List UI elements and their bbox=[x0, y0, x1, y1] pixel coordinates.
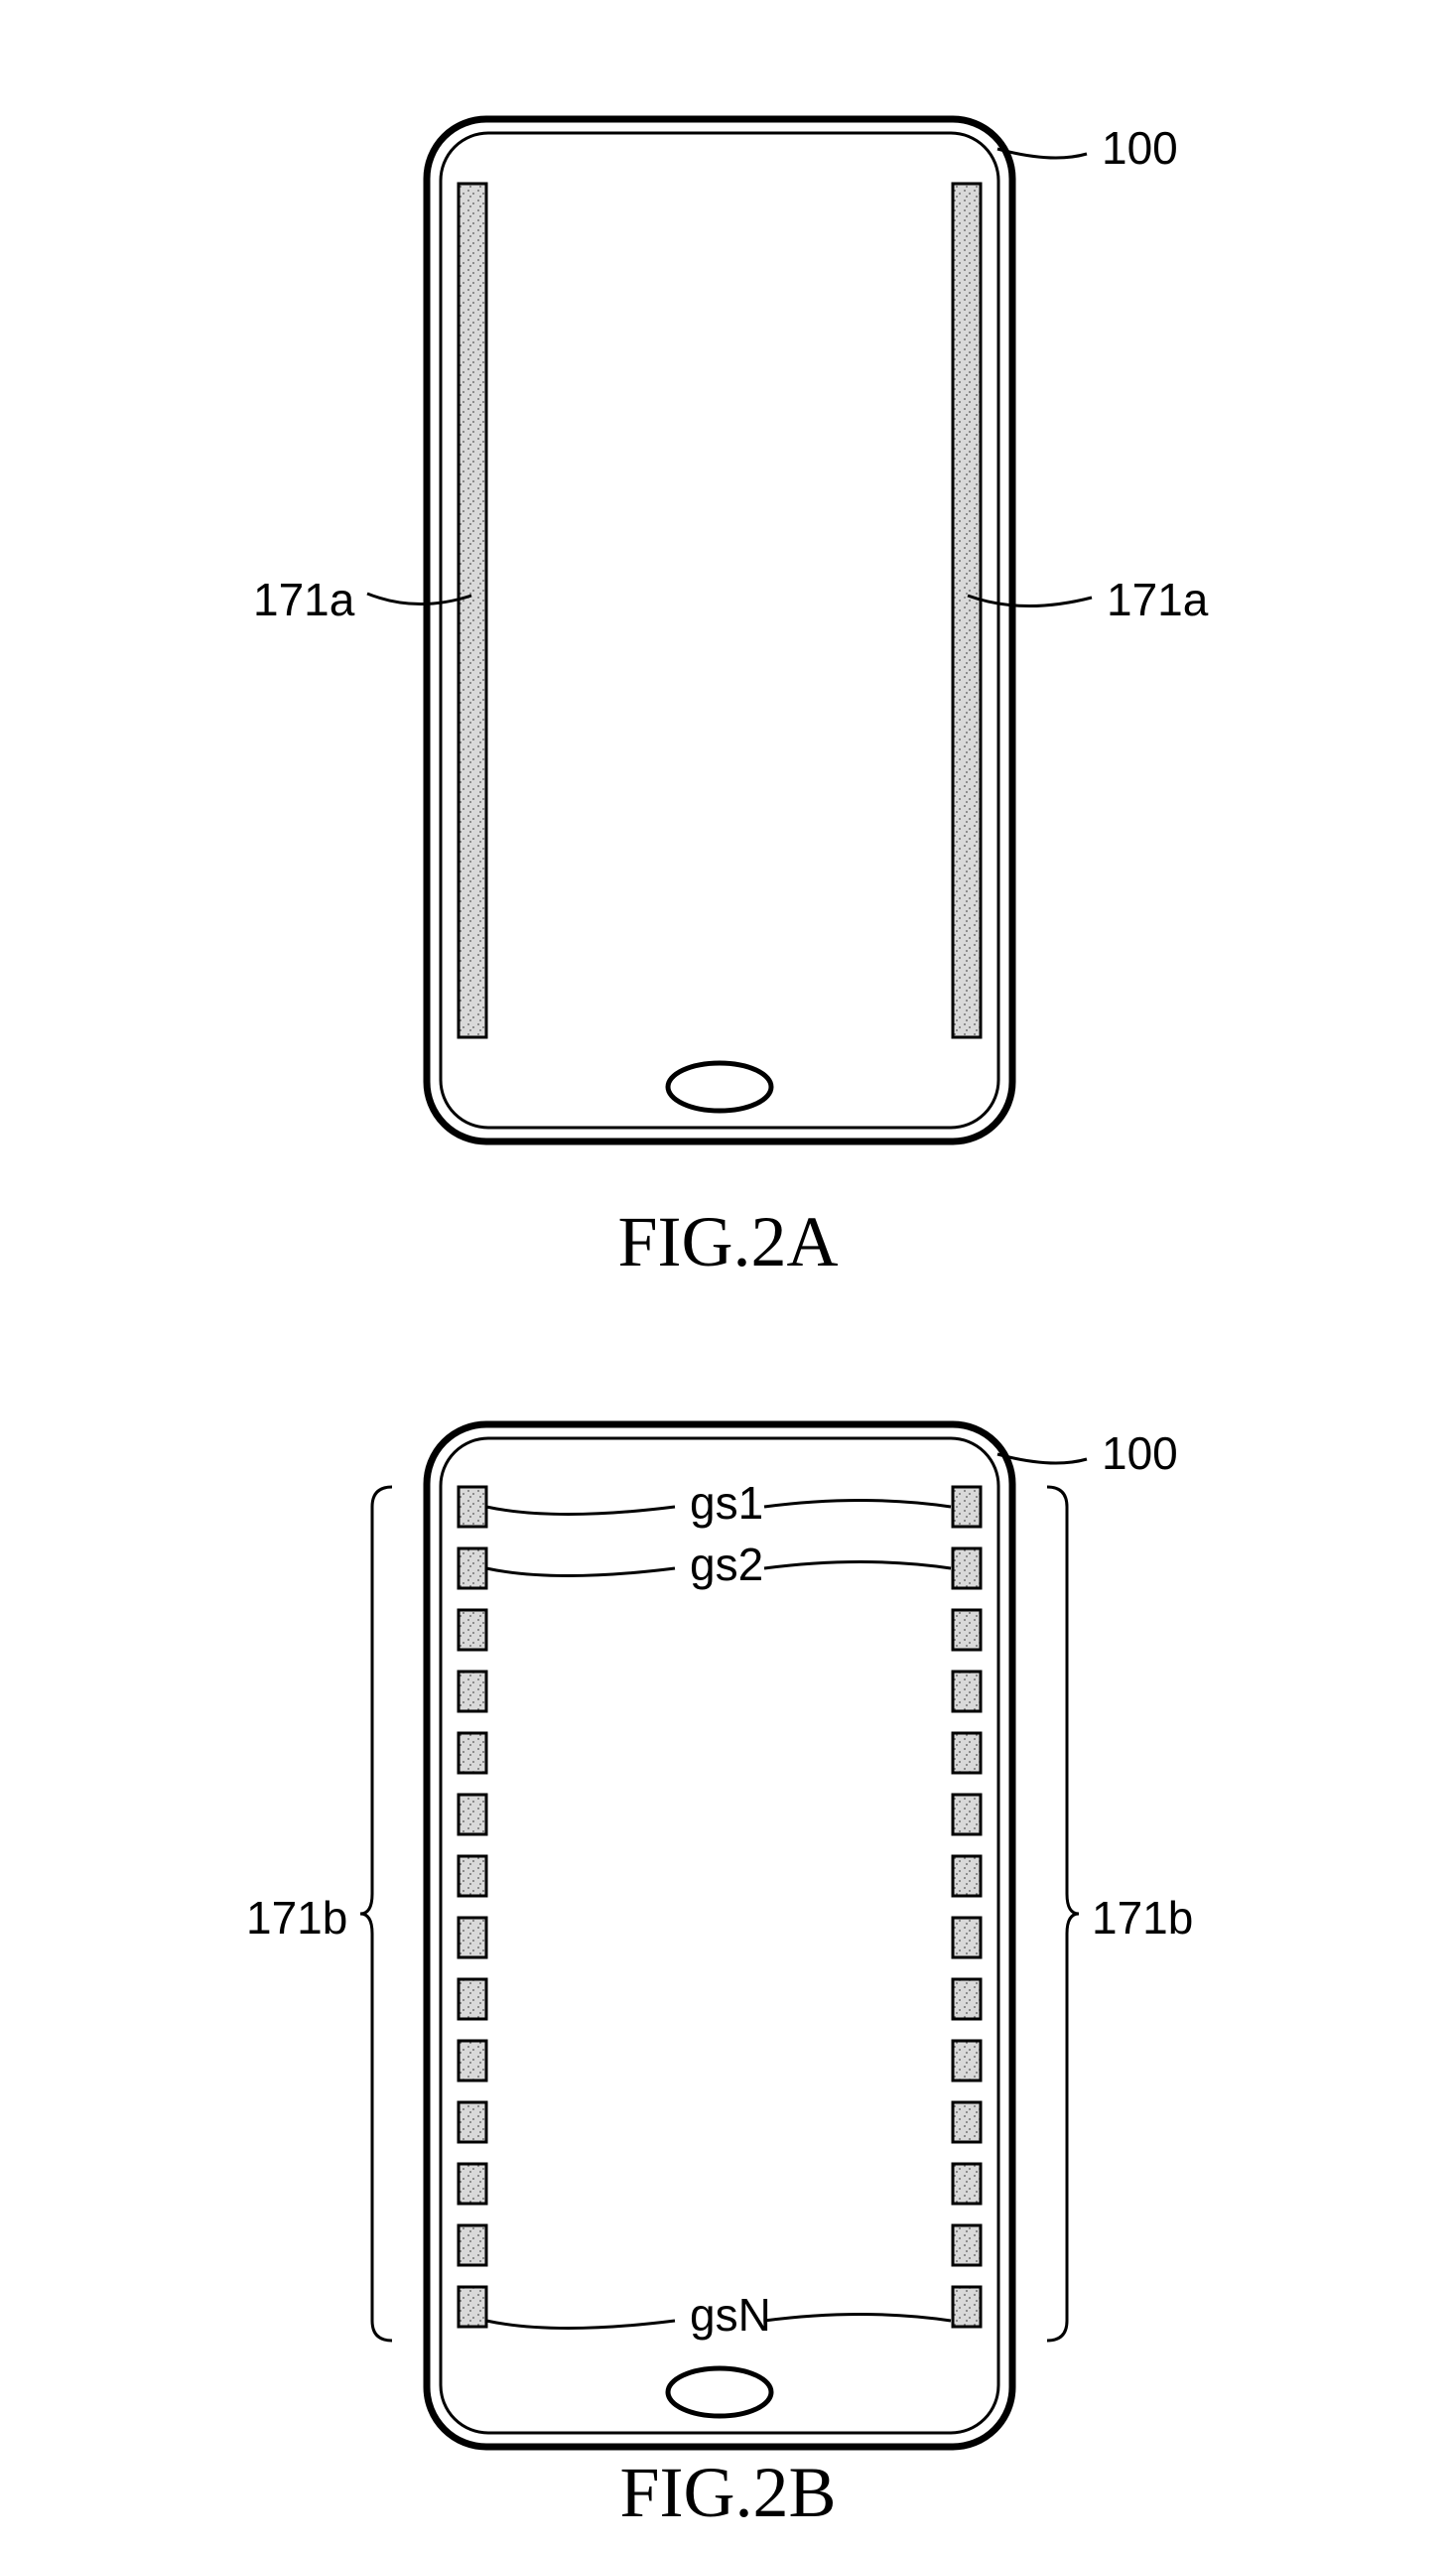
label-171a: 171a bbox=[1107, 574, 1209, 625]
leader-line bbox=[367, 594, 471, 604]
sensor-strip bbox=[459, 1856, 486, 1896]
sensor-strip bbox=[459, 2102, 486, 2142]
caption-fig2a: FIG.2A bbox=[617, 1202, 838, 1281]
sensor-strip bbox=[459, 2225, 486, 2265]
label-171b: 171b bbox=[246, 1892, 347, 1944]
sensor-strip bbox=[459, 1979, 486, 2019]
sensor-strip bbox=[953, 184, 981, 1037]
caption-fig2b: FIG.2B bbox=[619, 2453, 836, 2532]
leader-line bbox=[486, 1568, 675, 1576]
sensor-strip bbox=[953, 2102, 981, 2142]
leader-line bbox=[764, 1501, 951, 1508]
sensor-strip bbox=[953, 2041, 981, 2080]
leader-line bbox=[486, 2321, 675, 2329]
sensor-strip bbox=[459, 1795, 486, 1834]
sensor-strip bbox=[953, 1979, 981, 2019]
brace-left bbox=[360, 1487, 392, 2341]
sensor-strip bbox=[953, 1548, 981, 1588]
label-171a: 171a bbox=[253, 574, 355, 625]
sensor-strip bbox=[953, 2225, 981, 2265]
home-button bbox=[668, 1063, 771, 1111]
sensor-strip bbox=[953, 2164, 981, 2204]
sensor-strip bbox=[459, 2041, 486, 2080]
sensor-strip bbox=[459, 184, 486, 1037]
label-100: 100 bbox=[1102, 122, 1178, 174]
home-button bbox=[668, 2368, 771, 2416]
leader-line bbox=[486, 1507, 675, 1515]
sensor-strip bbox=[459, 2164, 486, 2204]
sensor-strip bbox=[459, 1672, 486, 1711]
sensor-strip bbox=[459, 2287, 486, 2327]
label-gs1: gs1 bbox=[690, 1477, 763, 1529]
brace-right bbox=[1047, 1487, 1079, 2341]
label-171b: 171b bbox=[1092, 1892, 1193, 1944]
label-gsN: gsN bbox=[690, 2289, 771, 2341]
sensor-strip bbox=[459, 1918, 486, 1957]
sensor-strip bbox=[953, 2287, 981, 2327]
sensor-strip bbox=[459, 1610, 486, 1650]
label-100: 100 bbox=[1102, 1427, 1178, 1479]
label-gs2: gs2 bbox=[690, 1539, 763, 1590]
sensor-strip bbox=[953, 1795, 981, 1834]
leader-line bbox=[764, 1562, 951, 1569]
sensor-strip bbox=[459, 1733, 486, 1773]
sensor-strip bbox=[953, 1672, 981, 1711]
sensor-strip bbox=[459, 1487, 486, 1527]
leader-line bbox=[968, 596, 1092, 606]
sensor-strip bbox=[953, 1487, 981, 1527]
sensor-strip bbox=[459, 1548, 486, 1588]
sensor-strip bbox=[953, 1856, 981, 1896]
sensor-strip bbox=[953, 1610, 981, 1650]
leader-line bbox=[764, 2315, 951, 2322]
sensor-strip bbox=[953, 1918, 981, 1957]
sensor-strip bbox=[953, 1733, 981, 1773]
